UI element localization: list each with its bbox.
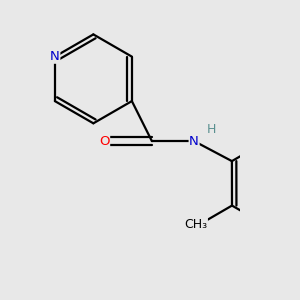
Text: N: N [50, 50, 60, 63]
Text: O: O [99, 135, 110, 148]
Text: H: H [207, 124, 217, 136]
Text: CH₃: CH₃ [184, 218, 207, 231]
Text: N: N [189, 135, 199, 148]
